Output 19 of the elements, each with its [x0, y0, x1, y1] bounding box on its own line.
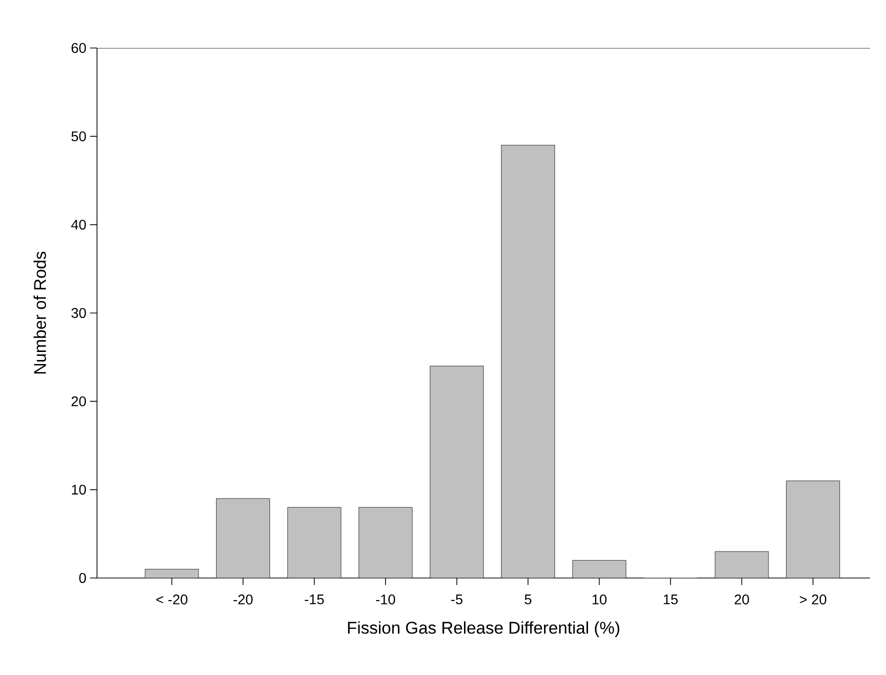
x-tick-label: < -20	[156, 594, 188, 604]
y-tick-label: 50	[71, 131, 86, 142]
x-tick-label: 20	[734, 594, 750, 604]
y-tick-label: 20	[72, 396, 86, 406]
y-axis-title: Number of Rods	[34, 252, 46, 374]
y-tick-label: 30	[71, 308, 86, 318]
x-tick-label: -10	[376, 594, 396, 604]
x-tick-label: 15	[664, 594, 678, 604]
y-tick-label: 10	[72, 484, 86, 495]
y-tick-label: 0	[79, 573, 86, 583]
y-tick-label: 60	[72, 43, 86, 53]
x-tick-label: 10	[592, 594, 607, 604]
x-axis-title: Fission Gas Release Differential (%)	[348, 621, 620, 638]
x-tick-label: > 20	[800, 594, 826, 604]
x-tick-label: -5	[451, 594, 462, 604]
x-tick-label: 5	[524, 594, 532, 604]
x-tick-label: -20	[234, 594, 253, 604]
x-tick-label: -15	[304, 594, 324, 604]
y-tick-label: 40	[71, 220, 86, 230]
